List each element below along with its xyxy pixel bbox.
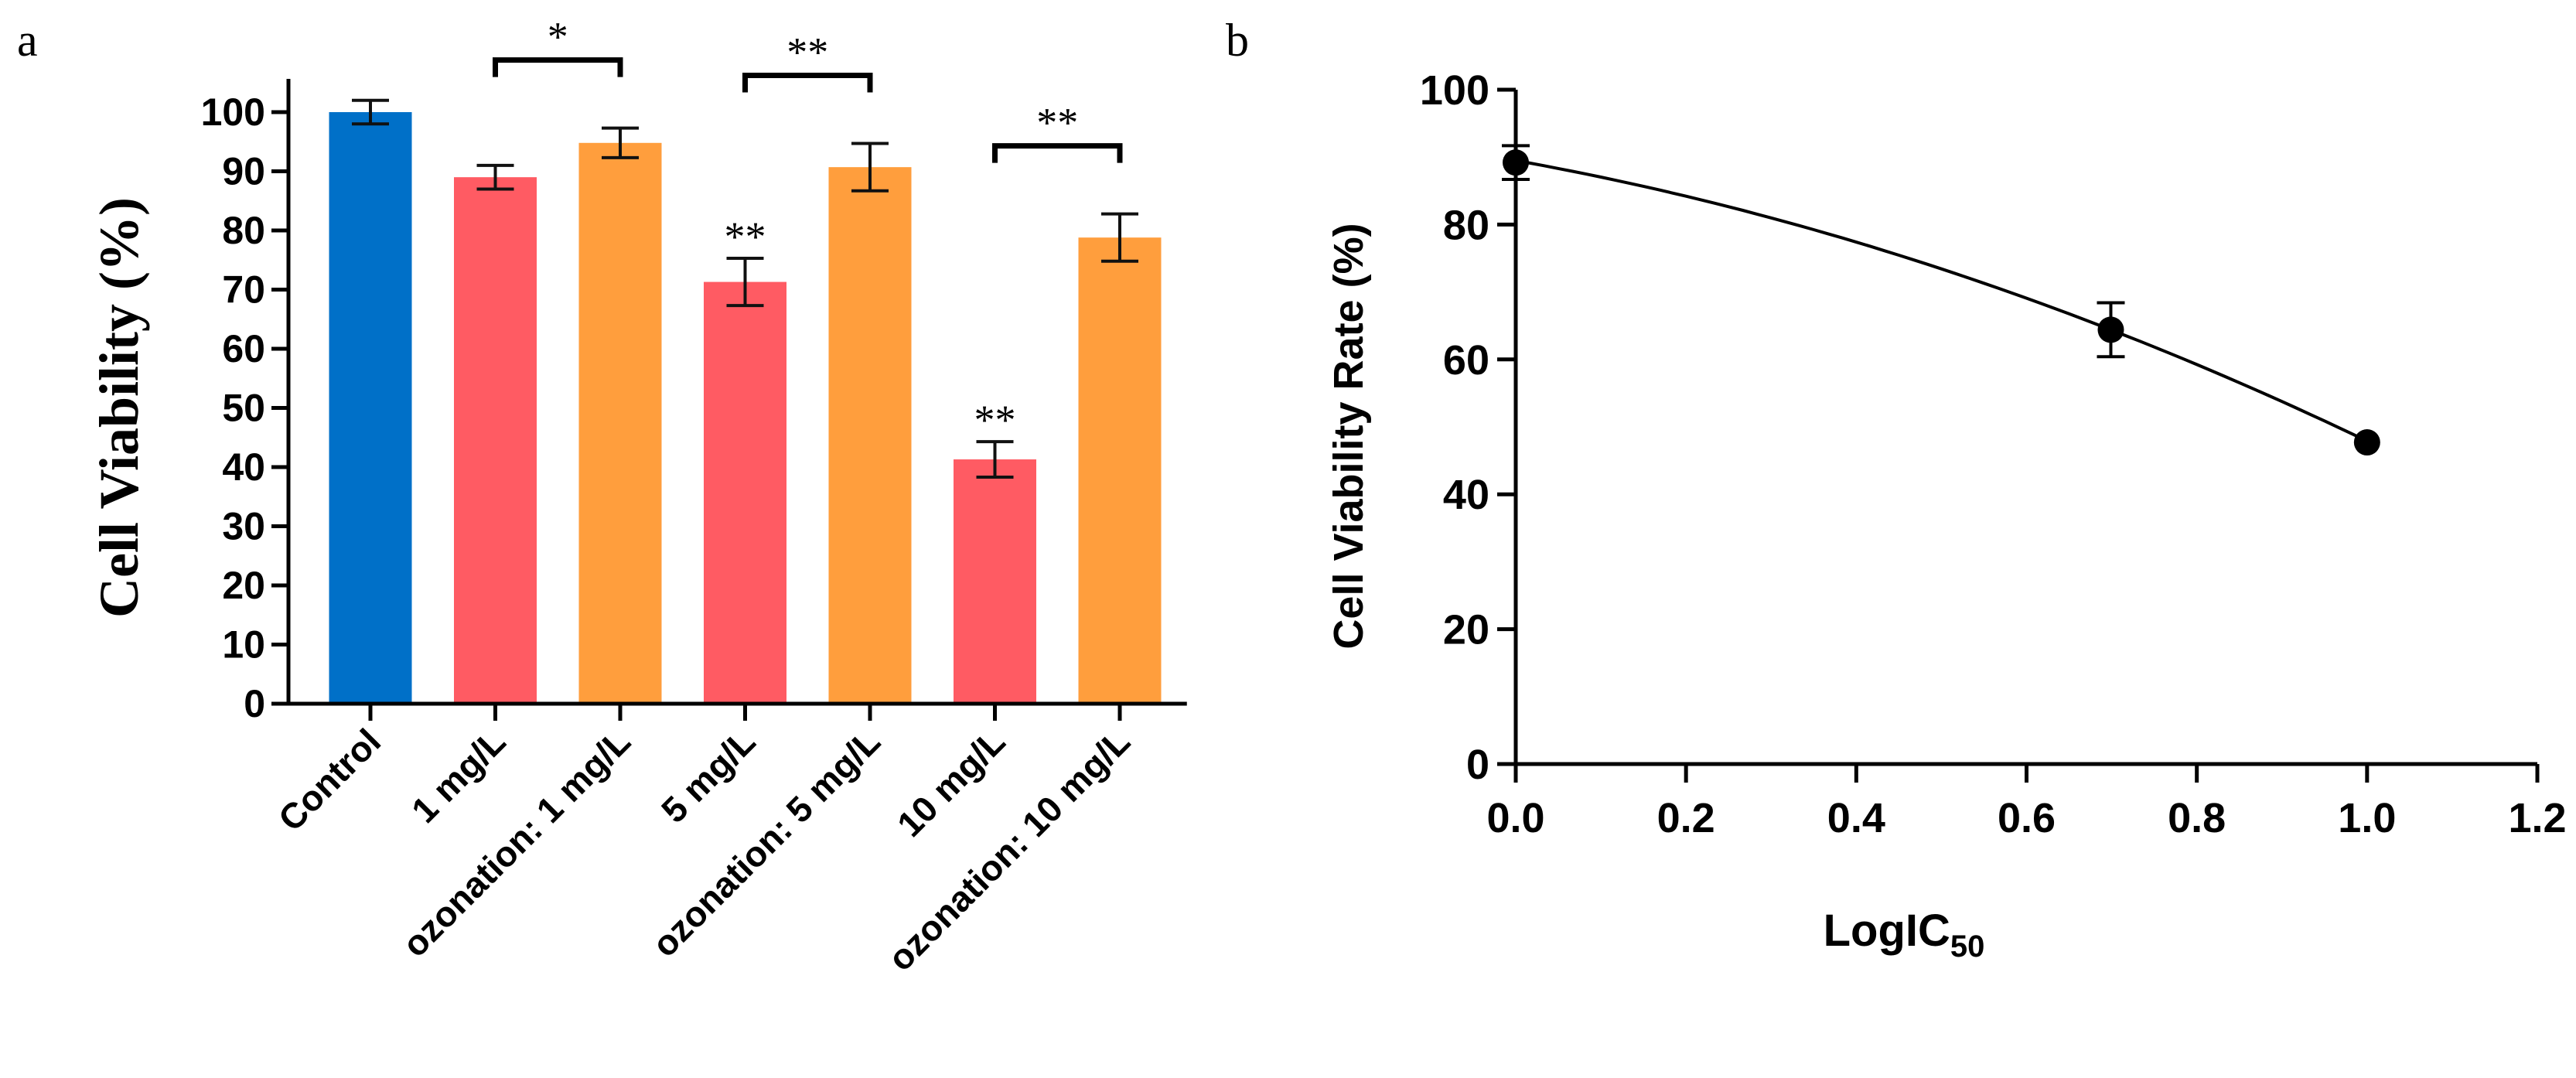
bar-chart-y-tick-label: 30 <box>222 505 265 548</box>
x-axis-label-subscript: 50 <box>1950 930 1985 964</box>
line-chart-y-tick-label: 0 <box>1466 742 1489 788</box>
bar-chart-category-label: 1 mg/L <box>404 721 513 831</box>
line-chart-x-axis-label: LogIC50 <box>1824 906 1985 964</box>
bar-chart-y-tick-label: 100 <box>201 90 265 134</box>
bar-chart-y-tick-label: 20 <box>222 564 265 607</box>
fit-curve <box>1515 159 2368 443</box>
comparison-stars: ** <box>1036 100 1078 146</box>
data-point <box>2097 316 2124 343</box>
line-chart-x-tick-label: 1.0 <box>2338 795 2396 841</box>
x-axis-label-main: LogIC <box>1824 906 1950 956</box>
line-chart-x-tick-label: 0.4 <box>1827 795 1885 841</box>
data-point <box>2353 429 2380 456</box>
significance-stars: ** <box>725 213 766 260</box>
bar-chart-y-tick-label: 40 <box>222 445 265 489</box>
bar <box>578 142 662 704</box>
line-chart-y-tick-label: 100 <box>1420 67 1489 114</box>
line-chart-plot <box>1502 144 2380 456</box>
bar-chart-y-tick-label: 80 <box>222 209 265 252</box>
bar <box>329 112 412 704</box>
bar <box>828 167 912 704</box>
data-point <box>1503 149 1529 176</box>
panel-label-b: b <box>1226 15 1249 66</box>
bar-chart-panel-a: Cell Viability (%) 0 10 20 30 40 50 60 70 80 90 10… <box>88 14 1187 978</box>
line-chart-x-tick-label: 0.6 <box>1998 795 2056 841</box>
line-chart-x-tick-label: 1.2 <box>2508 795 2566 841</box>
bar-chart-category-label: 5 mg/L <box>653 721 763 831</box>
significance-stars: ** <box>974 397 1016 443</box>
bar <box>704 281 786 704</box>
bar-chart-category-label: 10 mg/L <box>889 721 1013 844</box>
line-chart-x-tick-label: 0.2 <box>1657 795 1715 841</box>
panel-label-a: a <box>17 15 38 66</box>
line-chart-y-tick-label: 80 <box>1443 202 1489 248</box>
bar-chart-y-tick-label: 50 <box>222 387 265 430</box>
comparison-bracket <box>992 143 1123 163</box>
bar <box>454 177 537 704</box>
bar-chart-category-label: ozonation: 1 mg/L <box>394 721 638 964</box>
bar-chart-annotations: ***** **** <box>493 14 1123 443</box>
bar-chart-y-tick-label: 70 <box>222 268 265 312</box>
comparison-stars: ** <box>786 29 828 76</box>
bar-chart-category-label: Control <box>271 721 388 838</box>
line-chart-x-tick-label: 0.0 <box>1486 795 1544 841</box>
comparison-bracket <box>493 57 623 77</box>
bar-chart-category-label: ozonation: 10 mg/L <box>880 721 1138 978</box>
bar-chart-y-tick-label: 10 <box>222 623 265 667</box>
comparison-stars: * <box>548 14 568 60</box>
bar-chart-category-label: ozonation: 5 mg/L <box>644 721 888 964</box>
bar <box>1078 237 1162 704</box>
bar <box>954 459 1036 704</box>
bar-chart-y-tick-label: 90 <box>222 150 265 193</box>
bar-chart-y-tick-label: 60 <box>222 327 265 370</box>
line-chart-y-tick-label: 60 <box>1443 337 1489 384</box>
bar-chart-y-tick-label: 0 <box>244 682 265 725</box>
comparison-bracket <box>742 73 873 93</box>
line-chart-x-tick-label: 0.8 <box>2168 795 2226 841</box>
line-chart-y-tick-label: 40 <box>1443 472 1489 518</box>
line-chart-y-tick-label: 20 <box>1443 607 1489 653</box>
line-chart-axes: 0 20 40 60 80 100 0.0 0.2 0.4 0.6 0.8 1.0 1.2 <box>1420 67 2567 841</box>
bar-chart-y-axis-label: Cell Viability (%) <box>88 197 150 618</box>
line-chart-y-axis-label: Cell Viability Rate (%) <box>1326 223 1372 649</box>
bar-chart-bars <box>329 98 1162 704</box>
line-chart-panel-b: Cell Viability Rate (%) LogIC50 0 20 40 60 8… <box>1326 67 2567 964</box>
